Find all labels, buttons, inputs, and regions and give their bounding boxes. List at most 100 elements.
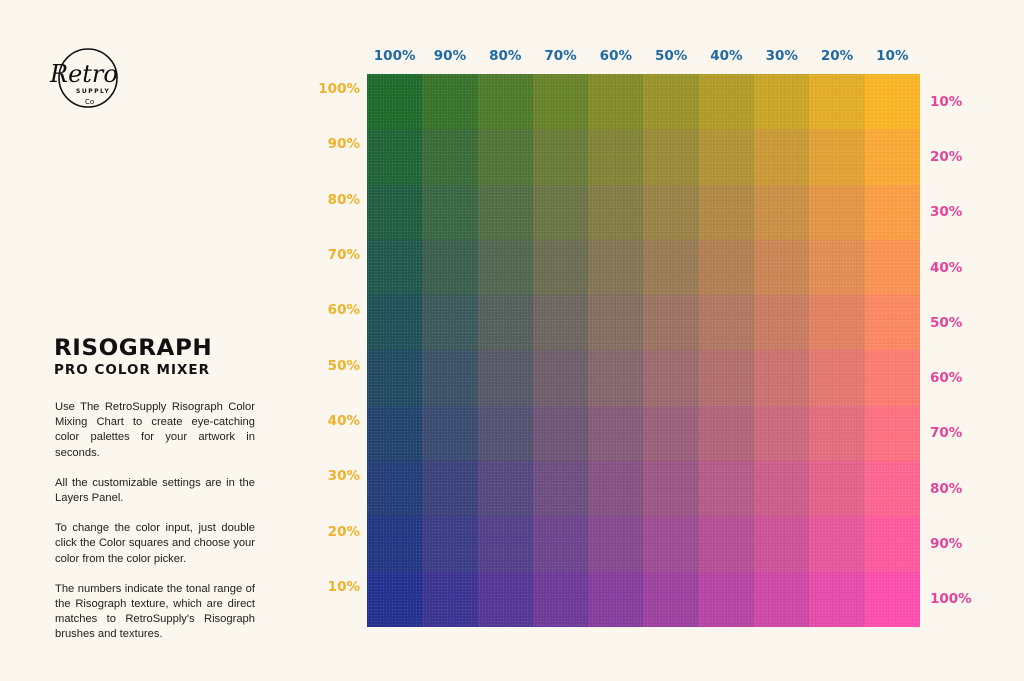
color-swatch [698, 405, 755, 462]
color-swatch [367, 184, 423, 241]
color-swatch [698, 74, 755, 130]
title-block: RISOGRAPH PRO COLOR MIXER [54, 336, 264, 378]
color-swatch [367, 516, 423, 572]
left-tick: 100% [318, 81, 360, 98]
color-swatch [643, 295, 700, 351]
color-swatch [864, 129, 921, 185]
color-swatch [643, 405, 700, 462]
color-swatch [698, 239, 755, 296]
color-swatch [422, 405, 478, 462]
color-swatch [643, 461, 700, 517]
right-tick: 100% [930, 591, 972, 608]
color-swatch [809, 184, 865, 241]
description-paragraph: The numbers indicate the tonal range of … [55, 582, 255, 641]
color-swatch [367, 129, 423, 185]
color-swatch [367, 239, 423, 296]
top-tick: 70% [544, 48, 577, 64]
color-swatch [588, 184, 644, 241]
color-swatch [809, 295, 865, 351]
left-tick: 70% [327, 247, 360, 264]
color-swatch [754, 571, 810, 628]
color-swatch [754, 74, 810, 130]
color-swatch [754, 461, 810, 517]
color-swatch [754, 516, 810, 572]
description-paragraph: Use The RetroSupply Risograph Color Mixi… [55, 401, 255, 459]
color-swatch [367, 350, 423, 407]
right-tick: 70% [930, 425, 963, 442]
top-tick: 50% [654, 48, 688, 64]
left-tick: 90% [327, 136, 360, 153]
color-swatch [422, 74, 478, 130]
color-swatch [532, 350, 589, 407]
color-swatch [422, 350, 478, 407]
color-swatch [754, 129, 810, 185]
color-swatch [754, 184, 810, 241]
color-swatch [643, 74, 700, 130]
color-swatch [477, 184, 534, 241]
color-swatch [643, 516, 700, 572]
top-axis-labels: 100% 90% 80% 70% 60% 50% 40% 30% 20% 10% [367, 48, 920, 64]
left-tick: 10% [327, 578, 360, 595]
color-swatch [422, 129, 478, 185]
color-swatch [754, 405, 810, 462]
right-tick: 90% [930, 536, 963, 553]
color-swatch [532, 129, 589, 185]
top-tick: 60% [599, 48, 632, 64]
color-swatch [532, 295, 589, 351]
left-tick: 20% [327, 523, 360, 540]
right-tick: 40% [930, 259, 963, 276]
left-axis-labels: 100% 90% 80% 70% 60% 50% 40% 30% 20% 10% [316, 74, 364, 627]
right-tick: 60% [930, 370, 963, 387]
color-swatch [477, 74, 534, 130]
color-swatch [477, 516, 534, 572]
description: Use The RetroSupply Risograph Color Mixi… [55, 400, 255, 658]
color-swatch [477, 295, 534, 351]
color-swatch [809, 239, 865, 296]
color-swatch [477, 239, 534, 296]
right-tick: 10% [930, 93, 963, 110]
color-swatch [698, 350, 755, 407]
color-swatch [367, 405, 423, 462]
top-tick: 100% [373, 48, 416, 64]
color-swatch [532, 74, 589, 130]
color-swatch [588, 405, 644, 462]
color-swatch [367, 461, 423, 517]
color-swatch [864, 405, 921, 462]
color-swatch [643, 184, 700, 241]
color-swatch [864, 239, 921, 296]
color-swatch [477, 129, 534, 185]
color-swatch [698, 571, 755, 628]
svg-text:Co: Co [85, 98, 94, 106]
right-tick: 80% [930, 480, 963, 497]
color-swatch [588, 516, 644, 572]
top-tick: 90% [433, 48, 467, 64]
color-swatch [698, 295, 755, 351]
right-tick: 50% [930, 314, 963, 331]
color-swatch [864, 516, 921, 572]
right-tick: 20% [930, 148, 963, 165]
color-swatch [532, 461, 589, 517]
top-tick: 80% [489, 48, 522, 64]
page-subtitle: PRO COLOR MIXER [54, 362, 211, 378]
color-swatch [422, 239, 478, 296]
description-paragraph: To change the color input, just double c… [55, 522, 255, 565]
color-swatch [643, 239, 700, 296]
retrosupply-logo: Retro SUPPLY Co [42, 46, 122, 110]
color-swatch [367, 74, 423, 130]
color-swatch [532, 516, 589, 572]
svg-text:Retro: Retro [49, 60, 118, 88]
color-swatch [477, 461, 534, 517]
color-swatch [422, 571, 478, 628]
color-mixing-grid [367, 74, 921, 628]
color-swatch [532, 571, 589, 628]
right-tick: 30% [930, 204, 963, 221]
page-title: RISOGRAPH [54, 336, 213, 361]
color-swatch [422, 516, 478, 572]
color-swatch [809, 571, 865, 628]
color-swatch [809, 461, 865, 517]
color-swatch [532, 405, 589, 462]
left-tick: 80% [327, 191, 360, 208]
color-swatch [477, 405, 534, 462]
color-swatch [809, 350, 865, 407]
left-tick: 40% [327, 412, 360, 429]
